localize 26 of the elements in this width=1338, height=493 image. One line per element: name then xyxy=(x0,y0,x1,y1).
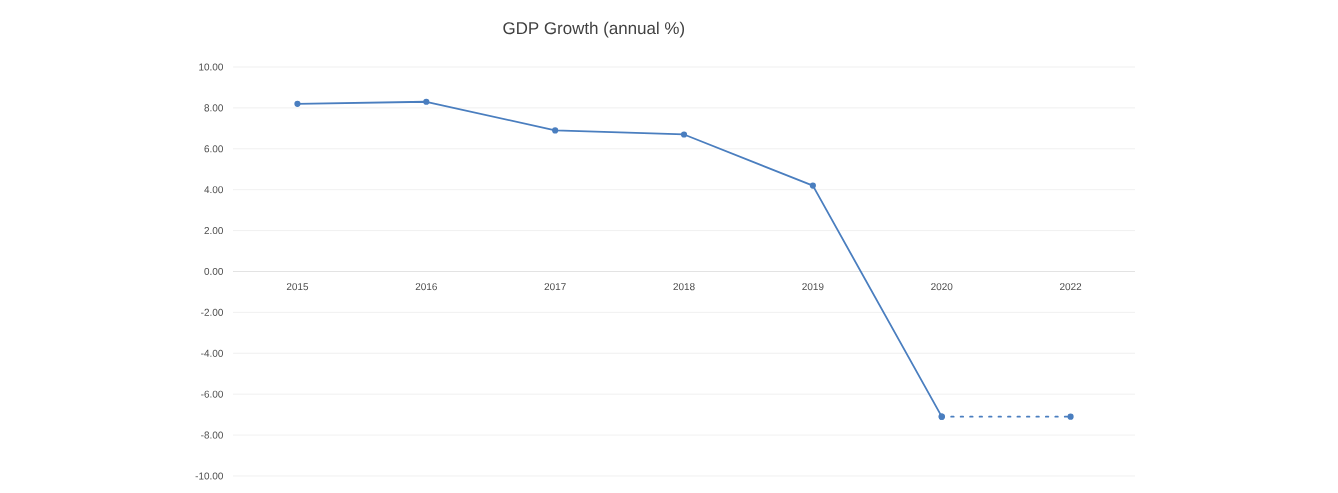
point xyxy=(423,98,430,105)
y-tick-label: 8.00 xyxy=(204,104,223,112)
point xyxy=(809,182,816,189)
x-tick-label: 2017 xyxy=(544,283,566,291)
x-tick-label: 2020 xyxy=(931,283,953,291)
x-tick-label: 2018 xyxy=(673,283,695,291)
point xyxy=(552,127,559,134)
point xyxy=(294,100,301,107)
y-tick-label: -6.00 xyxy=(201,390,223,398)
y-tick-label: 2.00 xyxy=(204,227,223,235)
y-tick-label: -8.00 xyxy=(201,431,223,439)
point xyxy=(680,131,688,138)
y-tick-label: 10.00 xyxy=(199,63,223,71)
x-tick-label: 2016 xyxy=(415,283,437,291)
y-tick-label: 6.00 xyxy=(204,145,223,153)
chart-title: GDP Growth (annual %) xyxy=(503,21,685,38)
point xyxy=(938,413,945,420)
y-tick-label: 4.00 xyxy=(204,186,223,194)
y-tick-label: 0.00 xyxy=(204,267,223,276)
y-tick-label: -10.00 xyxy=(195,472,223,480)
y-tick-label: -2.00 xyxy=(201,308,223,316)
x-tick-label: 2019 xyxy=(802,283,824,291)
x-tick-label: 2022 xyxy=(1060,283,1082,291)
point xyxy=(1067,413,1074,420)
y-tick-label: -4.00 xyxy=(201,349,223,357)
x-tick-label: 2015 xyxy=(286,283,309,291)
